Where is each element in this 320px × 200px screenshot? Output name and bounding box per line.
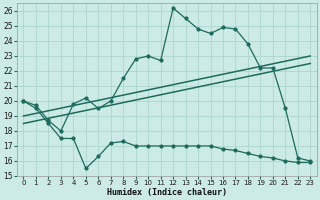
X-axis label: Humidex (Indice chaleur): Humidex (Indice chaleur) <box>107 188 227 197</box>
